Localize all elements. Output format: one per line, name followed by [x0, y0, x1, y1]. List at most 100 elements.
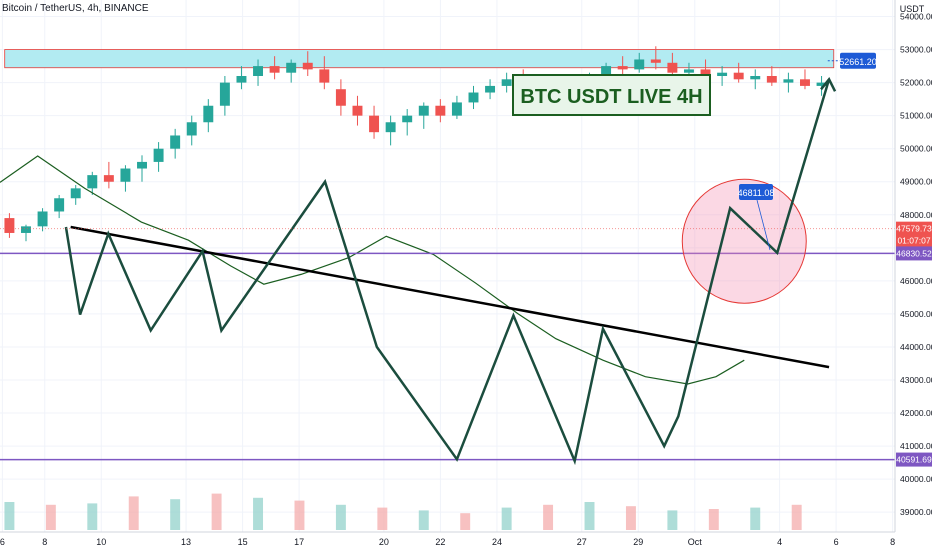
- support-mid-tag-box: [896, 246, 932, 261]
- volume-bar: [584, 502, 595, 530]
- volume-bar: [543, 504, 554, 530]
- candle-body: [103, 175, 114, 182]
- countdown-tag-box: [896, 233, 932, 248]
- candle-body: [385, 122, 396, 133]
- candle-body: [87, 175, 98, 189]
- candle-body: [733, 72, 744, 80]
- candle-body: [369, 115, 380, 133]
- y-tick-label: 43000.00: [900, 375, 932, 385]
- candle-body: [601, 66, 612, 76]
- volume-bar: [294, 500, 305, 530]
- volume-bar: [377, 507, 388, 530]
- candle-body: [783, 79, 794, 83]
- target-label: 52661.20: [839, 52, 877, 69]
- candle-body: [170, 135, 181, 149]
- volume-bar: [45, 504, 56, 530]
- pattern-path: [64, 78, 831, 466]
- swing-label-pointer: [756, 199, 771, 251]
- candle-body: [468, 92, 479, 103]
- y-tick-label: 53000.00: [900, 45, 932, 55]
- target-label-box: [840, 52, 876, 69]
- volume-bar: [335, 504, 346, 530]
- symbol-title: Bitcoin / TetherUS, 4h, BINANCE: [2, 3, 149, 14]
- volume-bar: [460, 513, 471, 530]
- candle-body: [4, 218, 15, 233]
- candle-body: [700, 69, 711, 76]
- y-tick-label: 48000.00: [900, 210, 932, 220]
- candle-body: [617, 66, 628, 70]
- candle-body: [435, 105, 446, 116]
- target-zone-rect: [4, 49, 835, 69]
- y-tick-label: 44000.00: [900, 342, 932, 352]
- volume-bar: [791, 504, 802, 530]
- candle-body: [120, 168, 131, 182]
- countdown-tag: 01:07:07: [896, 233, 932, 248]
- arrow-head: [820, 76, 837, 92]
- candle-body: [253, 66, 264, 76]
- volume-bar: [128, 496, 139, 530]
- candle-body: [402, 115, 413, 123]
- volume-bars: [4, 493, 802, 530]
- y-tick-label: 51000.00: [900, 111, 932, 121]
- x-tick-label: 6: [834, 537, 839, 547]
- volume-bar: [4, 502, 15, 530]
- y-tick-label: 50000.00: [900, 144, 932, 154]
- candle-body: [485, 85, 496, 93]
- x-tick-label: 22: [435, 537, 445, 547]
- y-tick-label: 41000.00: [900, 441, 932, 451]
- title-box-text: BTC USDT LIVE 4H: [520, 86, 702, 108]
- volume-bar: [750, 507, 761, 530]
- x-tick-label: 13: [181, 537, 191, 547]
- candle-body: [816, 82, 827, 86]
- volume-bar: [87, 503, 98, 530]
- candle-body: [236, 76, 247, 83]
- y-tick-label: 40000.00: [900, 474, 932, 484]
- x-tick-label: Oct: [688, 537, 703, 547]
- current-price-tag: 47579.73: [896, 221, 932, 236]
- x-tick-label: 8: [890, 537, 895, 547]
- candle-body: [683, 69, 694, 73]
- candle-body: [219, 82, 230, 106]
- candle-body: [335, 89, 346, 106]
- candle-body: [186, 122, 197, 136]
- annotations: 52661.20 46811.08 BTC USDT LIVE 4H: [0, 52, 895, 466]
- swing-label-box: [739, 184, 773, 200]
- candle-body: [269, 66, 280, 73]
- volume-bar: [625, 506, 636, 530]
- current-price-tag-text: 47579.73: [896, 224, 932, 234]
- candle-body: [418, 105, 429, 116]
- y-tick-label: 54000.00: [900, 12, 932, 22]
- x-tick-label: 10: [96, 537, 106, 547]
- x-tick-label: 20: [379, 537, 389, 547]
- volume-bar: [708, 509, 719, 530]
- x-tick-label: 29: [633, 537, 643, 547]
- candle-body: [286, 62, 297, 73]
- x-tick-label: 15: [238, 537, 248, 547]
- swing-label-text: 46811.08: [738, 188, 775, 198]
- target-label-text: 52661.20: [839, 57, 877, 67]
- x-axis-panel: [0, 532, 932, 550]
- candle-body: [650, 59, 661, 63]
- candle-body: [750, 76, 761, 80]
- candle-body: [153, 148, 164, 162]
- candle-body: [137, 161, 147, 169]
- y-tick-label: 45000.00: [900, 309, 932, 319]
- candle-body: [37, 211, 48, 227]
- target-zone: [4, 49, 835, 69]
- x-tick-label: 24: [492, 537, 502, 547]
- volume-bar: [170, 499, 181, 530]
- x-tick-label: 17: [294, 537, 304, 547]
- candle-body: [203, 105, 214, 123]
- candle-body: [717, 72, 728, 76]
- x-tick-label: 8: [42, 537, 47, 547]
- candle-body: [352, 105, 363, 116]
- title-box-frame: [512, 74, 711, 116]
- candle-body: [634, 59, 645, 70]
- x-tick-label: 4: [777, 537, 782, 547]
- y-tick-label: 52000.00: [900, 78, 932, 88]
- trendline: [70, 225, 830, 369]
- candle-body: [451, 102, 462, 116]
- volume-bar: [211, 493, 222, 530]
